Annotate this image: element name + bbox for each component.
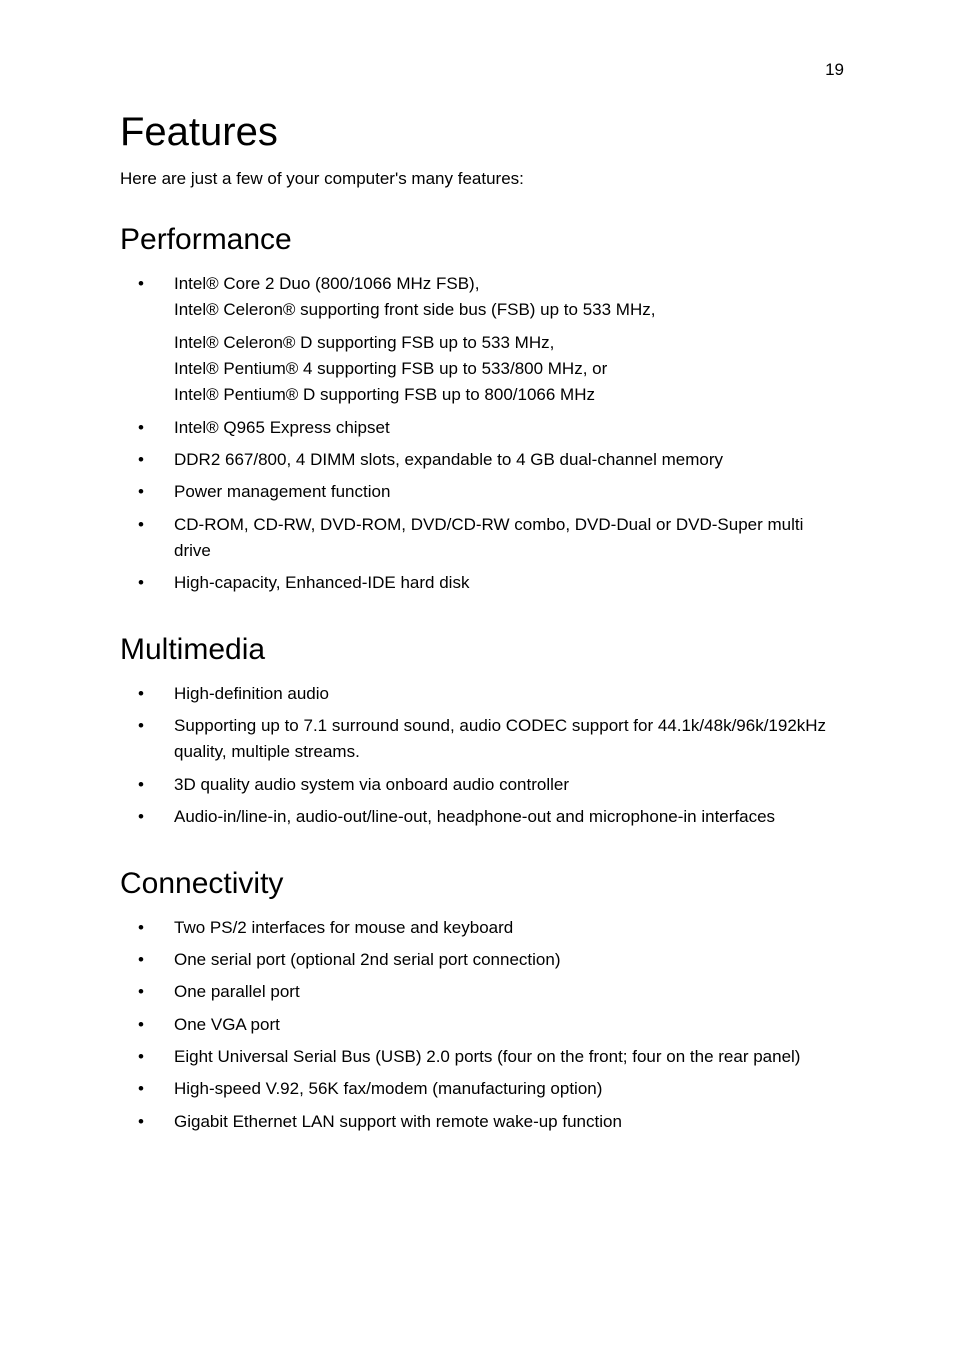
multimedia-list: High-definition audio Supporting up to 7…: [120, 681, 844, 831]
performance-heading: Performance: [120, 223, 844, 257]
page-title: Features: [120, 110, 844, 155]
list-item: Gigabit Ethernet LAN support with remote…: [120, 1109, 844, 1135]
list-item: Intel® Q965 Express chipset: [120, 415, 844, 441]
connectivity-heading: Connectivity: [120, 867, 844, 901]
intro-text: Here are just a few of your computer's m…: [120, 169, 844, 189]
list-item: Intel® Core 2 Duo (800/1066 MHz FSB), In…: [120, 271, 844, 409]
list-item: DDR2 667/800, 4 DIMM slots, expandable t…: [120, 447, 844, 473]
list-item: High-speed V.92, 56K fax/modem (manufact…: [120, 1076, 844, 1102]
performance-list: Intel® Core 2 Duo (800/1066 MHz FSB), In…: [120, 271, 844, 597]
list-item: One VGA port: [120, 1012, 844, 1038]
list-item: Audio-in/line-in, audio-out/line-out, he…: [120, 804, 844, 830]
page-container: 19 Features Here are just a few of your …: [0, 0, 954, 1271]
cpu-line: Intel® Pentium® D supporting FSB up to 8…: [174, 382, 844, 408]
list-item: One parallel port: [120, 979, 844, 1005]
cpu-line: Intel® Celeron® D supporting FSB up to 5…: [174, 330, 844, 356]
list-item: High-definition audio: [120, 681, 844, 707]
list-item: 3D quality audio system via onboard audi…: [120, 772, 844, 798]
connectivity-list: Two PS/2 interfaces for mouse and keyboa…: [120, 915, 844, 1135]
list-item: Two PS/2 interfaces for mouse and keyboa…: [120, 915, 844, 941]
cpu-line: Intel® Pentium® 4 supporting FSB up to 5…: [174, 356, 844, 382]
list-item: CD-ROM, CD-RW, DVD-ROM, DVD/CD-RW combo,…: [120, 512, 844, 565]
list-item: Supporting up to 7.1 surround sound, aud…: [120, 713, 844, 766]
cpu-line: Intel® Core 2 Duo (800/1066 MHz FSB),: [174, 271, 844, 297]
list-item: Power management function: [120, 479, 844, 505]
list-item: Eight Universal Serial Bus (USB) 2.0 por…: [120, 1044, 844, 1070]
list-item: One serial port (optional 2nd serial por…: [120, 947, 844, 973]
list-item: High-capacity, Enhanced-IDE hard disk: [120, 570, 844, 596]
multimedia-heading: Multimedia: [120, 633, 844, 667]
page-number: 19: [120, 60, 844, 80]
cpu-line: Intel® Celeron® supporting front side bu…: [174, 297, 844, 323]
